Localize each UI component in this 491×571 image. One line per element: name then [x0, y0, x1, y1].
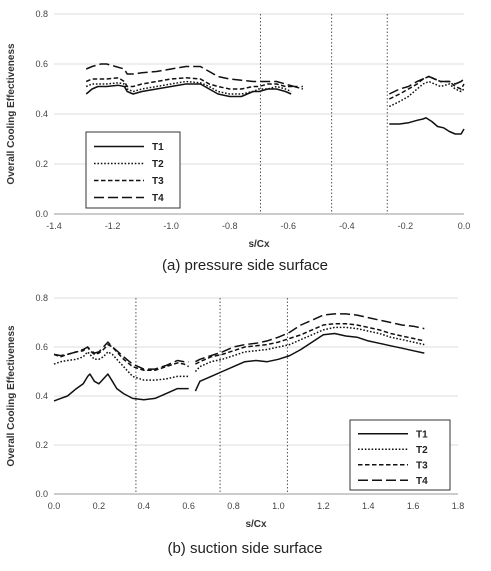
chart-b-legend-label-t3: T3 [416, 460, 428, 471]
chart-a-xtick-label: -1.4 [46, 221, 62, 231]
chart-b-series-t1-line [53, 373, 189, 402]
chart-b-xtick-label: 0.8 [227, 501, 240, 511]
chart-a-xtick-label: -0.8 [222, 221, 238, 231]
chart-a-legend-label-t1: T1 [152, 142, 164, 153]
chart-b-y-axis-label: Overall Cooling Effectiveness [6, 325, 17, 467]
chart-a-legend-box [85, 131, 181, 209]
chart-a-series-t1-line [85, 83, 292, 98]
chart-b-xtick-label: 1.4 [362, 501, 375, 511]
chart-a-x-axis-label: s/Cx [248, 239, 270, 250]
chart-a-series-t4-line [388, 75, 465, 95]
chart-a-xtick-label: -0.2 [398, 221, 414, 231]
chart-b-caption: (b) suction side surface [167, 540, 322, 557]
chart-b-xtick-label: 1.0 [272, 501, 285, 511]
chart-b-xtick-label: 0.6 [182, 501, 195, 511]
chart-b-xtick-label: 1.8 [452, 501, 465, 511]
chart-a-series-t3-line [388, 75, 465, 100]
chart-b-ytick-label: 0.2 [35, 440, 48, 450]
chart-a-caption: (a) pressure side surface [162, 257, 328, 274]
chart-a-y-axis-label: Overall Cooling Effectiveness [6, 43, 17, 185]
chart-a-xtick-label: -0.6 [281, 221, 297, 231]
chart-a: 0.0 0.2 0.4 0.6 0.8 -1.4 -1.2 -1.0 -0.8 -0.6 -0.4 -… [6, 9, 470, 274]
chart-a-legend-label-t3: T3 [152, 176, 164, 187]
chart-b-legend-label-t2: T2 [416, 445, 428, 456]
chart-a-xtick-label: -1.0 [163, 221, 179, 231]
chart-a-xtick-label: -1.2 [105, 221, 121, 231]
chart-b-xtick-label: 1.6 [407, 501, 420, 511]
chart-a-series-t3-line [85, 77, 304, 90]
chart-b-xtick-label: 0.4 [138, 501, 151, 511]
chart-a-xtick-label: -0.4 [339, 221, 355, 231]
chart-a-ytick-label: 0.0 [35, 209, 48, 219]
chart-b-ytick-label: 0.8 [35, 293, 48, 303]
chart-b-xtick-label: 0.2 [93, 501, 106, 511]
chart-a-ytick-label: 0.2 [35, 159, 48, 169]
chart-b-legend-box [349, 419, 451, 491]
chart-b-series-t3-line [195, 322, 425, 365]
chart-a-ytick-label: 0.4 [35, 109, 48, 119]
chart-a-series-t4-line [85, 63, 303, 88]
chart-b-xtick-label: 1.2 [317, 501, 330, 511]
chart-b-series-t4-line [53, 341, 189, 370]
chart-b-ytick-label: 0.4 [35, 391, 48, 401]
chart-a-legend-label-t4: T4 [152, 193, 164, 204]
chart-b: 0.0 0.2 0.4 0.6 0.8 0.0 0.2 0.4 0.6 0.8 1.0 1.2 1.4 1… [6, 293, 464, 557]
chart-b-x-axis-label: s/Cx [245, 519, 267, 530]
chart-b-series-t4-line [195, 313, 425, 363]
chart-b-series-t3-line [53, 343, 190, 372]
chart-b-ytick-label: 0.6 [35, 342, 48, 352]
chart-b-series-t1-line [194, 332, 425, 392]
chart-a-ytick-label: 0.8 [35, 9, 48, 19]
chart-a-legend-label-t2: T2 [152, 159, 164, 170]
chart-a-series-t2-line [85, 80, 292, 95]
chart-a-ytick-label: 0.6 [35, 59, 48, 69]
chart-a-xtick-label: 0.0 [458, 221, 471, 231]
chart-b-legend-label-t1: T1 [416, 429, 428, 440]
chart-b-ytick-label: 0.0 [35, 489, 48, 499]
chart-b-legend-label-t4: T4 [416, 476, 428, 487]
chart-a-series-t1-line [389, 117, 465, 135]
chart-b-xtick-label: 0.0 [48, 501, 61, 511]
